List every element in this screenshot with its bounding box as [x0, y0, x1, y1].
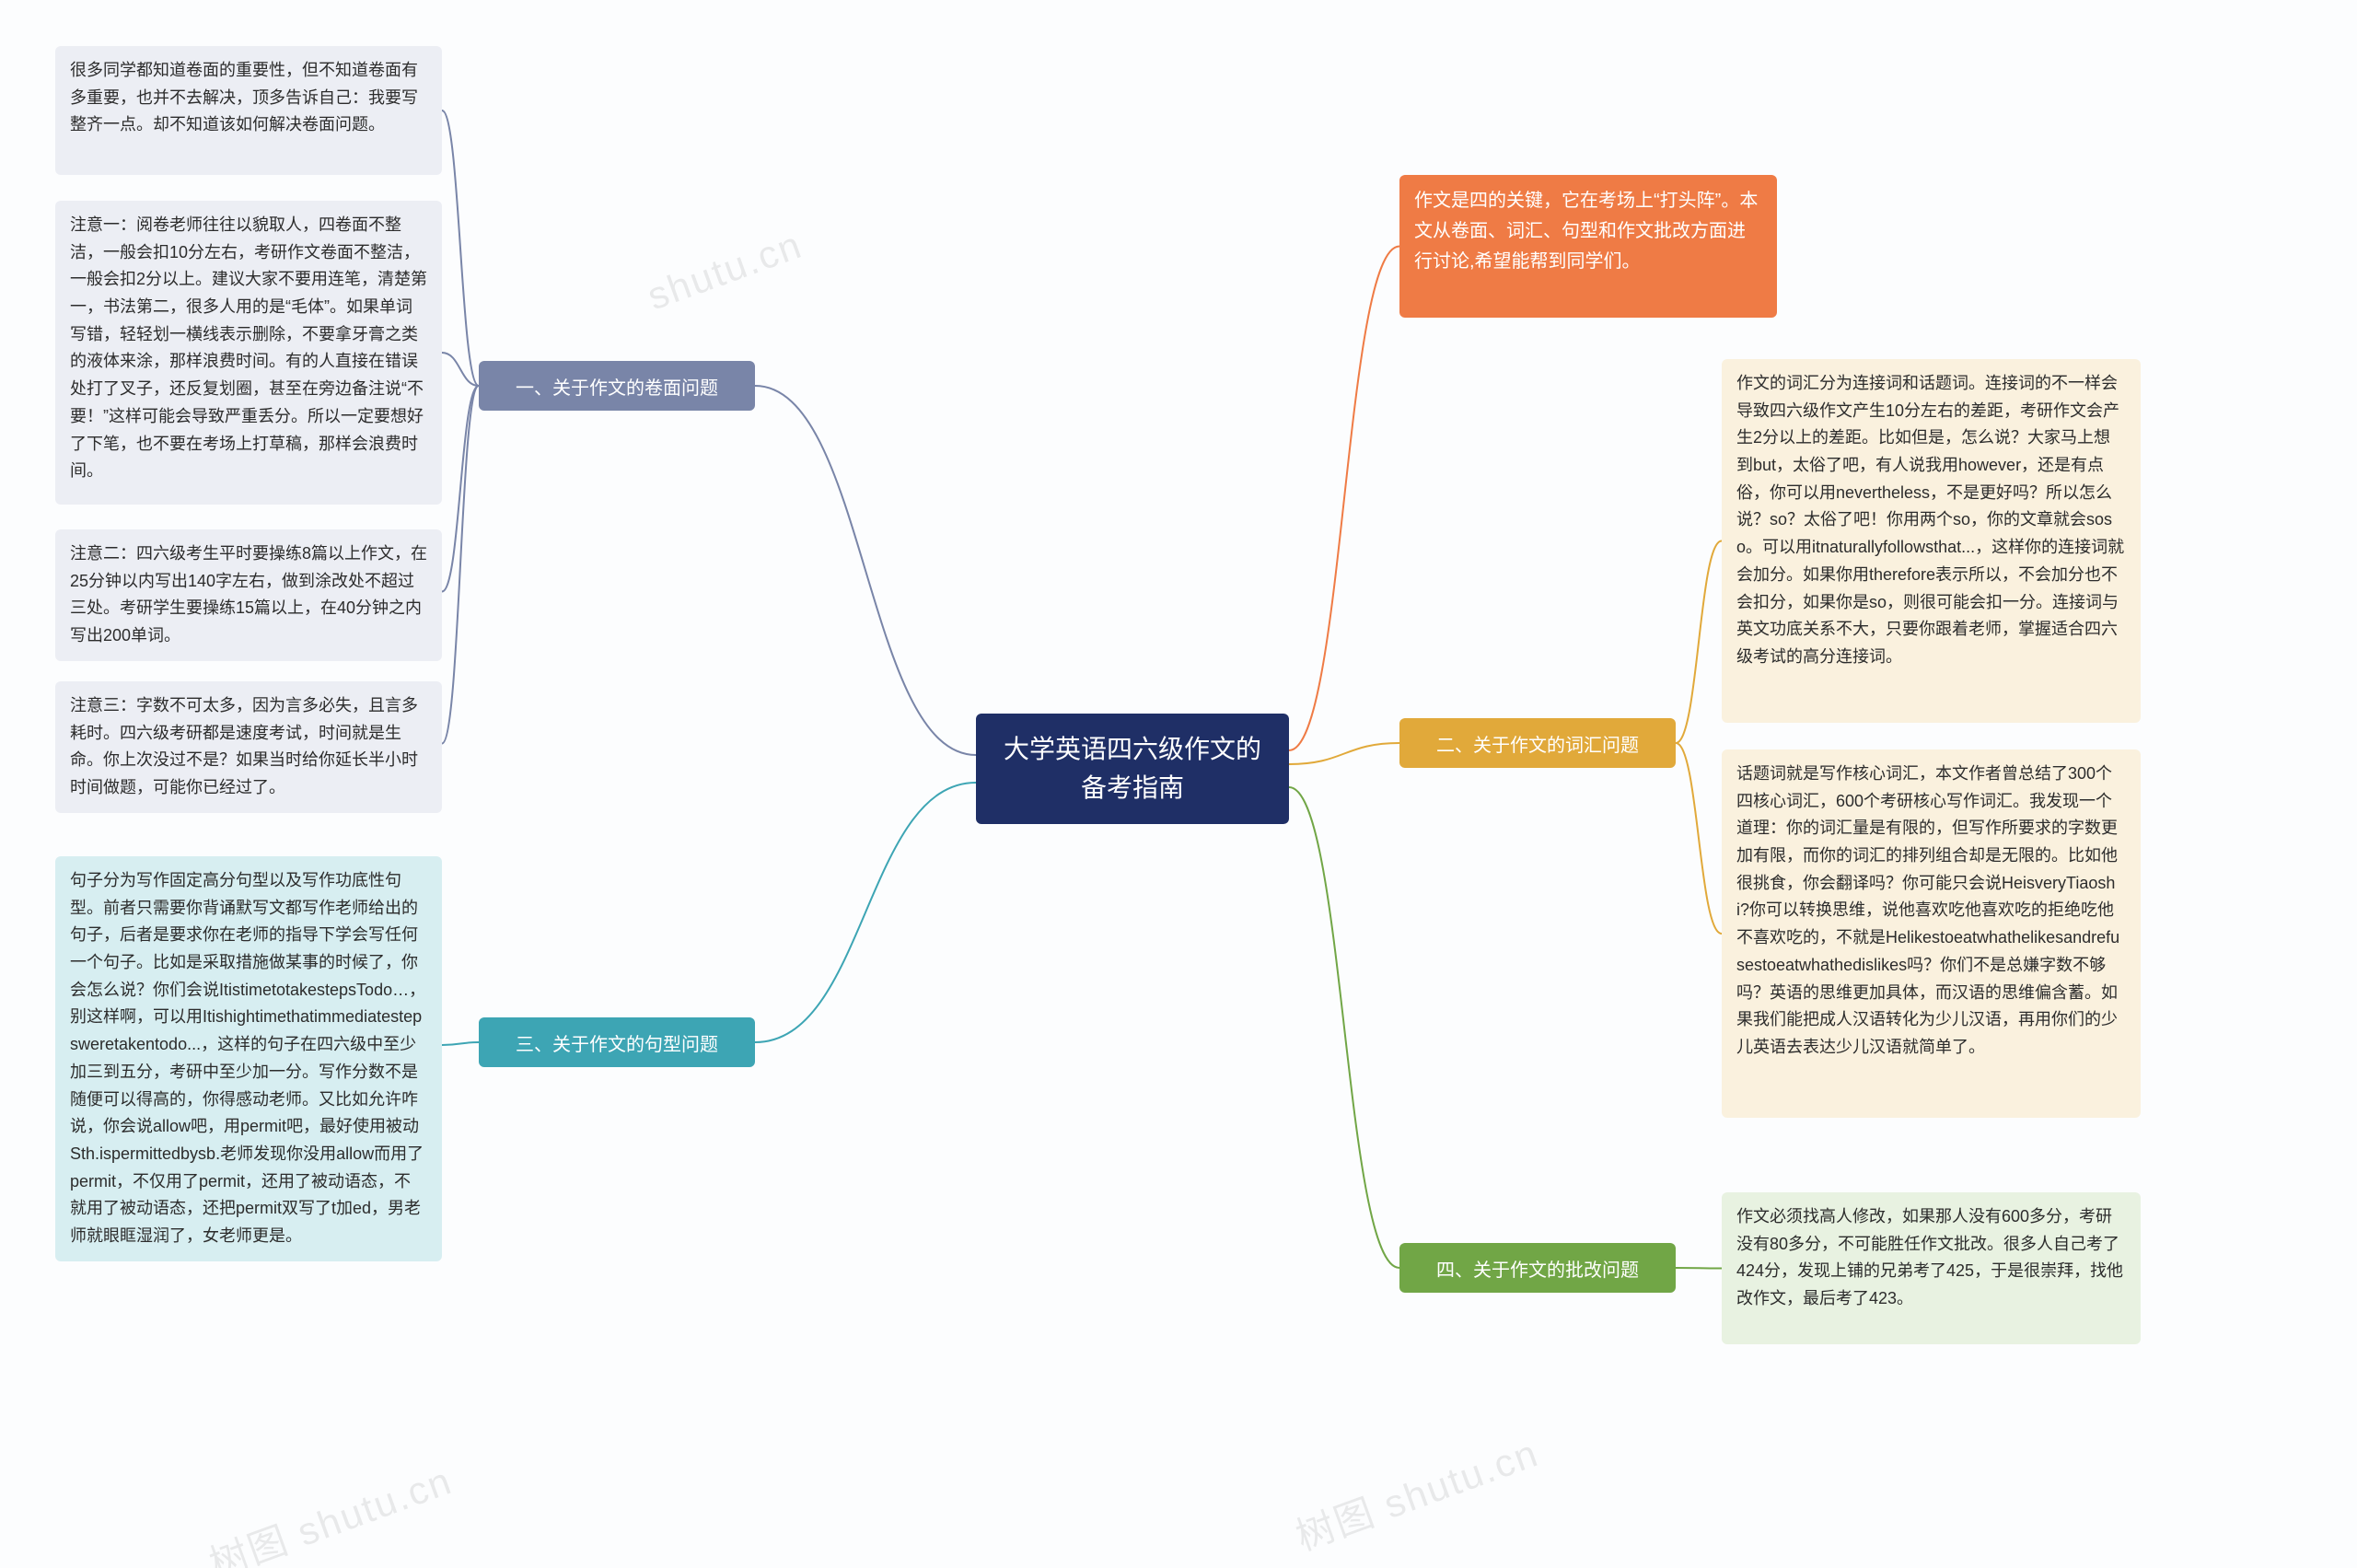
- branch-section-1[interactable]: 一、关于作文的卷面问题: [479, 361, 755, 411]
- watermark-1: shutu.cn: [642, 223, 808, 319]
- watermark-4: 树图 shutu.cn: [1287, 1423, 1546, 1562]
- leaf-left1-3: 注意三：字数不可太多，因为言多必失，且言多耗时。四六级考研都是速度考试，时间就是…: [55, 681, 442, 813]
- leaf-right1-1: 话题词就是写作核心词汇，本文作者曾总结了300个四核心词汇，600个考研核心写作…: [1722, 749, 2141, 1118]
- leaf-right2-0: 作文必须找高人修改，如果那人没有600多分，考研没有80多分，不可能胜任作文批改…: [1722, 1192, 2141, 1344]
- leaf-left1-2: 注意二：四六级考生平时要操练8篇以上作文，在25分钟以内写出140字左右，做到涂…: [55, 529, 442, 661]
- intro-summary: 作文是四的关键，它在考场上“打头阵”。本文从卷面、词汇、句型和作文批改方面进行讨…: [1399, 175, 1777, 318]
- watermark-3: 树图 shutu.cn: [201, 1450, 459, 1568]
- branch-section-2[interactable]: 二、关于作文的词汇问题: [1399, 718, 1676, 768]
- central-topic[interactable]: 大学英语四六级作文的备考指南: [976, 714, 1289, 824]
- branch-section-4[interactable]: 四、关于作文的批改问题: [1399, 1243, 1676, 1293]
- leaf-right1-0: 作文的词汇分为连接词和话题词。连接词的不一样会导致四六级作文产生10分左右的差距…: [1722, 359, 2141, 723]
- leaf-left2-0: 句子分为写作固定高分句型以及写作功底性句型。前者只需要你背诵默写文都写作老师给出…: [55, 856, 442, 1261]
- leaf-left1-1: 注意一：阅卷老师往往以貌取人，四卷面不整洁，一般会扣10分左右，考研作文卷面不整…: [55, 201, 442, 505]
- leaf-left1-0: 很多同学都知道卷面的重要性，但不知道卷面有多重要，也并不去解决，顶多告诉自己：我…: [55, 46, 442, 175]
- branch-section-3[interactable]: 三、关于作文的句型问题: [479, 1017, 755, 1067]
